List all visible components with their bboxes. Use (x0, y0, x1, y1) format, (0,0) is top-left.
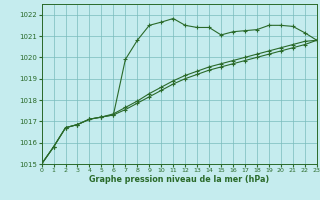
X-axis label: Graphe pression niveau de la mer (hPa): Graphe pression niveau de la mer (hPa) (89, 175, 269, 184)
